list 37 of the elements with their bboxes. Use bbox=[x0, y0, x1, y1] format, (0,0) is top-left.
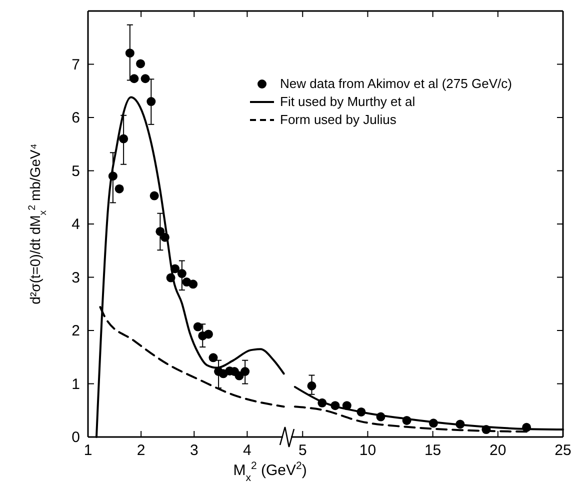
x-tick-label: 5 bbox=[298, 442, 307, 459]
legend-label: Form used by Julius bbox=[280, 112, 397, 127]
x-tick-label: 3 bbox=[190, 442, 198, 459]
x-tick-label: 20 bbox=[490, 442, 506, 459]
y-tick-label: 4 bbox=[72, 216, 80, 233]
y-tick-label: 5 bbox=[72, 162, 80, 180]
point bbox=[177, 269, 186, 278]
point bbox=[193, 322, 202, 332]
y-tick-label: 2 bbox=[72, 322, 80, 340]
y-tick-label: 0 bbox=[72, 429, 80, 446]
y-tick-label: 6 bbox=[72, 110, 80, 126]
point bbox=[114, 184, 124, 194]
point bbox=[156, 226, 165, 236]
point bbox=[140, 74, 150, 84]
point bbox=[146, 97, 156, 106]
point bbox=[188, 280, 198, 289]
y-tick-label: 1 bbox=[72, 376, 80, 393]
y-tick-label: 7 bbox=[72, 56, 80, 74]
x-tick-label: 10 bbox=[359, 442, 376, 459]
point bbox=[125, 48, 134, 58]
point bbox=[240, 367, 250, 376]
x-axis-title: M$_{x}$$^{2}$ (GeV$^{2}$) bbox=[233, 460, 307, 484]
x-tick-label: 4 bbox=[243, 442, 252, 459]
x-tick-label: 2 bbox=[136, 442, 146, 459]
y-tick-label: 3 bbox=[72, 269, 80, 286]
point bbox=[307, 381, 316, 390]
x-tick-label: 15 bbox=[424, 442, 442, 459]
point bbox=[136, 59, 146, 68]
legend-label: New data from Akimov et al (275 GeV/c) bbox=[280, 76, 512, 91]
point bbox=[208, 353, 218, 362]
point bbox=[150, 191, 159, 200]
x-tick-label: 25 bbox=[554, 442, 572, 459]
legend-label: Fit used by Murthy et al bbox=[280, 94, 416, 109]
point bbox=[119, 134, 128, 144]
x-tick-label: 1 bbox=[84, 442, 92, 459]
point bbox=[204, 330, 213, 339]
point bbox=[130, 74, 139, 84]
